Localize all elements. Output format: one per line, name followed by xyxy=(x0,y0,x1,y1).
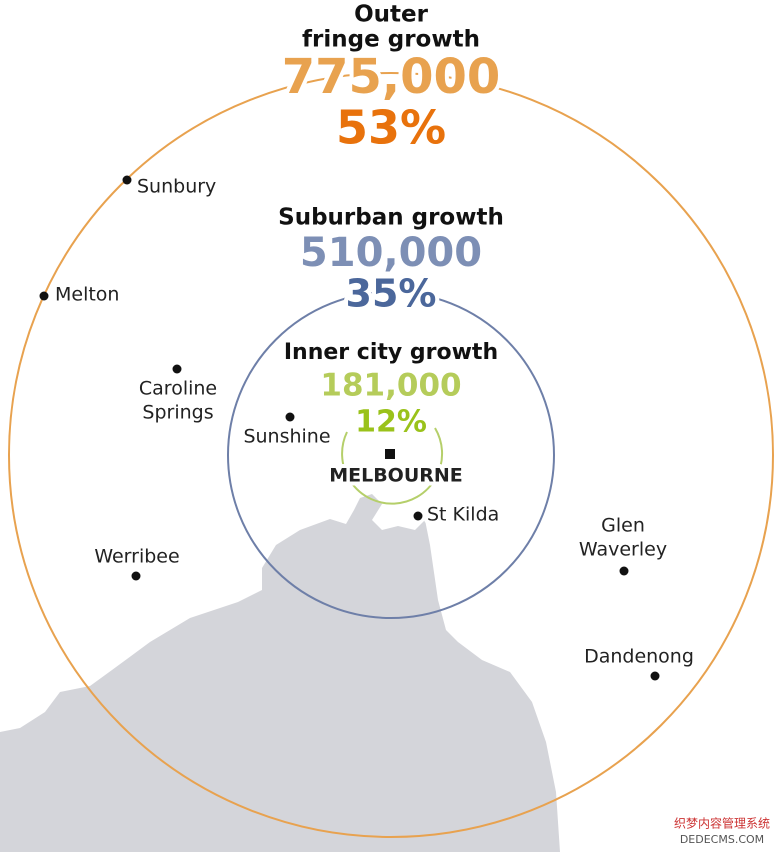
place-label: Sunshine xyxy=(243,426,330,448)
place-label: MELBOURNE xyxy=(329,465,463,487)
place-label: Melton xyxy=(55,284,119,306)
place-label: Springs xyxy=(142,402,213,424)
place-dot xyxy=(131,571,141,581)
place-dot xyxy=(619,566,629,576)
watermark: 织梦内容管理系统 DEDECMS.COM xyxy=(668,814,776,848)
place-dot xyxy=(122,175,132,185)
inner-ring xyxy=(341,427,444,505)
place-dot xyxy=(39,291,49,301)
place-dot xyxy=(650,671,660,681)
place-dot xyxy=(413,511,423,521)
place-label: Glen xyxy=(601,515,645,537)
place-dot xyxy=(285,412,295,422)
suburban-ring xyxy=(227,291,555,619)
outer-ring xyxy=(8,72,774,838)
place-label: Sunbury xyxy=(137,176,216,198)
ring-percent: 12% xyxy=(355,405,427,440)
ring-number: 775,000 xyxy=(282,49,501,105)
watermark-bg xyxy=(668,814,776,848)
ring-title: fringe growth xyxy=(302,27,480,53)
ring-title: Suburban growth xyxy=(278,205,504,231)
place-label: Werribee xyxy=(94,546,179,568)
watermark-text: 织梦内容管理系统 xyxy=(674,816,770,831)
place-label: Caroline xyxy=(139,378,217,400)
place-label: Waverley xyxy=(579,539,667,561)
place-label: St Kilda xyxy=(427,504,499,526)
ring-title: Outer xyxy=(354,2,429,28)
ring-percent: 53% xyxy=(336,101,446,155)
place-label: Dandenong xyxy=(584,646,694,668)
watermark-text: DEDECMS.COM xyxy=(680,833,764,846)
ring-number: 510,000 xyxy=(300,230,482,276)
place-dot xyxy=(172,364,182,374)
ring-title: Inner city growth xyxy=(284,340,498,365)
land xyxy=(0,494,560,852)
ring-percent: 35% xyxy=(346,272,437,316)
city-marker xyxy=(385,449,395,459)
ring-number: 181,000 xyxy=(320,368,461,404)
